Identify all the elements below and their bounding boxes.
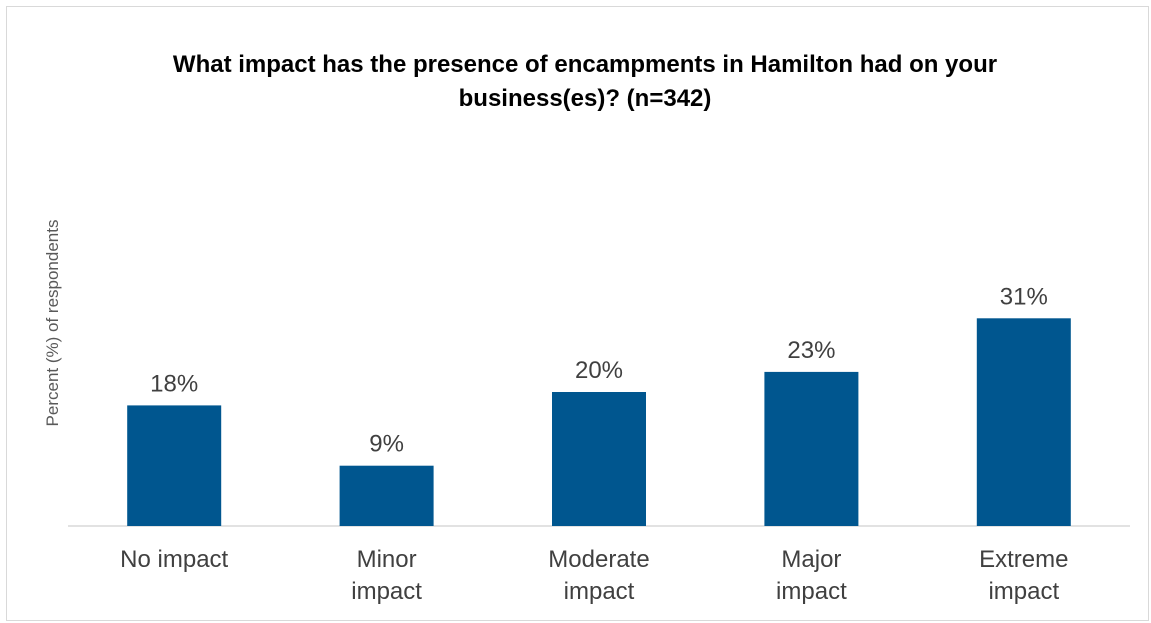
- data-label-3: 23%: [787, 337, 835, 364]
- x-tick-label-2-1: impact: [564, 578, 635, 605]
- chart-title-line-1: What impact has the presence of encampme…: [173, 51, 997, 78]
- data-label-2: 20%: [575, 357, 623, 384]
- bar-0: [127, 405, 222, 526]
- y-axis-label: Percent (%) of respondents: [43, 220, 62, 427]
- x-tick-label-2-0: Moderate: [548, 546, 649, 573]
- x-tick-label-4-1: impact: [988, 578, 1059, 605]
- chart-marks: 18% No impact 9% Minor impact 20% Moderate impa…: [120, 283, 1071, 605]
- x-tick-label-3-0: Major: [781, 546, 841, 573]
- bar-2: [552, 392, 646, 526]
- x-tick-label-1-1: impact: [351, 578, 422, 605]
- bar-4: [976, 318, 1071, 526]
- x-tick-label-1-0: Minor: [357, 546, 417, 573]
- bar-1: [339, 465, 434, 526]
- chart-title-line-2: business(es)? (n=342): [459, 85, 712, 112]
- data-label-4: 31%: [1000, 283, 1048, 310]
- bar-3: [764, 371, 859, 526]
- data-label-1: 9%: [369, 431, 404, 458]
- data-label-0: 18%: [150, 370, 198, 397]
- x-tick-label-3-1: impact: [776, 578, 847, 605]
- x-tick-label-0-0: No impact: [120, 546, 228, 573]
- x-tick-label-4-0: Extreme: [979, 546, 1068, 573]
